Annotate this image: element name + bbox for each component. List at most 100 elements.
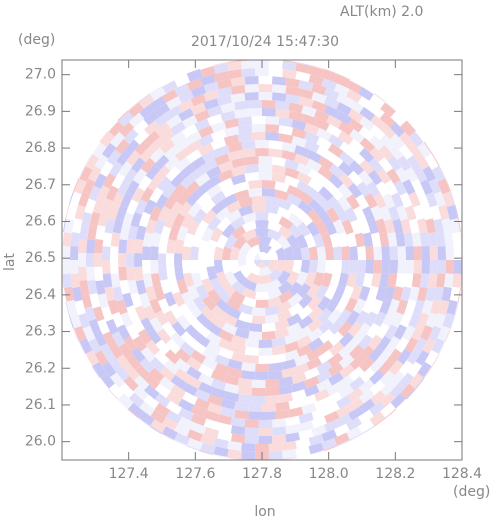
echo-cell (159, 376, 175, 392)
echo-cell (220, 398, 236, 410)
echo-cell (168, 279, 180, 295)
echo-cell (388, 359, 404, 376)
echo-cell (227, 61, 242, 71)
echo-cell (234, 409, 249, 420)
echo-cell (338, 121, 354, 136)
echo-cell (287, 292, 303, 308)
echo-cell (441, 218, 452, 234)
echo-cell (336, 439, 351, 447)
echo-cell (125, 180, 140, 196)
echo-cell (276, 206, 292, 220)
echo-cell (386, 336, 401, 352)
echo-cell (62, 246, 71, 260)
echo-cell (393, 180, 407, 196)
echo-cell (238, 196, 253, 208)
echo-cell (201, 227, 214, 243)
echo-cell (248, 330, 262, 341)
echo-cell (392, 218, 404, 234)
echo-cell (124, 139, 140, 155)
echo-cell (349, 79, 363, 87)
echo-cell (326, 123, 342, 138)
echo-cell (126, 354, 141, 370)
echo-cell (163, 310, 178, 326)
x-tick-label: 127.8 (242, 466, 282, 482)
echo-cell (209, 227, 224, 243)
echo-cell (108, 383, 124, 399)
echo-cell (286, 313, 302, 327)
echo-cell (68, 191, 75, 205)
echo-cell (381, 245, 390, 260)
echo-cell (369, 380, 386, 396)
echo-cell (317, 308, 333, 324)
echo-cell (298, 88, 314, 100)
echo-cell (145, 219, 157, 235)
echo-cell (324, 96, 340, 110)
echo-cell (398, 360, 414, 376)
y-tick-label: 27.0 (25, 67, 56, 83)
echo-cell (155, 165, 171, 181)
echo-cell (286, 270, 300, 286)
echo-cell (337, 272, 349, 288)
echo-cell (339, 141, 355, 157)
echo-cell (258, 164, 273, 173)
echo-cell (349, 246, 359, 260)
echo-cell (324, 246, 334, 260)
echo-cell (190, 94, 207, 107)
echo-cell (176, 225, 189, 241)
echo-cell (78, 313, 91, 329)
echo-cell (362, 425, 375, 435)
echo-cell (437, 246, 447, 260)
echo-cell (87, 225, 98, 240)
echo-cell (258, 235, 272, 246)
echo-cell (126, 305, 139, 321)
echo-cell (316, 145, 332, 160)
echo-cell (314, 118, 330, 132)
echo-cell (381, 260, 390, 275)
echo-cell (224, 270, 238, 286)
echo-cell (202, 209, 217, 225)
echo-cell (369, 124, 386, 140)
echo-cell (258, 274, 272, 285)
echo-cell (175, 156, 191, 172)
echo-cell (222, 322, 238, 336)
echo-cell (254, 228, 270, 237)
echo-cell (251, 203, 266, 213)
echo-cell (190, 102, 207, 116)
echo-cell (220, 102, 236, 114)
echo-cell (400, 121, 416, 137)
echo-cell (231, 225, 246, 240)
echo-cell (323, 68, 338, 75)
echo-cell (242, 278, 257, 292)
echo-cell (107, 299, 120, 315)
echo-cell (198, 381, 214, 395)
echo-cell (364, 311, 378, 327)
echo-cell (186, 366, 202, 380)
echo-cell (143, 110, 160, 126)
echo-cell (366, 181, 381, 197)
echo-cell (171, 321, 187, 337)
echo-cell (265, 196, 280, 206)
echo-cell (165, 165, 181, 182)
echo-cell (100, 131, 115, 148)
echo-cell (154, 402, 171, 417)
echo-cell (393, 324, 407, 340)
echo-cell (262, 179, 276, 190)
echo-cell (454, 204, 459, 219)
echo-cell (155, 339, 171, 355)
echo-cell (115, 299, 128, 315)
echo-cell (133, 385, 149, 401)
echo-cell (241, 362, 256, 372)
echo-cell (326, 115, 342, 129)
echo-cell (134, 199, 148, 215)
echo-cell (300, 260, 311, 274)
echo-cell (241, 68, 256, 78)
echo-cell (423, 366, 433, 379)
echo-cell (227, 367, 243, 379)
echo-cell (399, 372, 414, 389)
echo-cell (178, 398, 194, 412)
echo-cell (348, 160, 365, 176)
echo-cell (194, 333, 211, 348)
echo-cell (231, 343, 246, 355)
echo-cell (123, 128, 139, 145)
echo-cell (413, 204, 425, 221)
